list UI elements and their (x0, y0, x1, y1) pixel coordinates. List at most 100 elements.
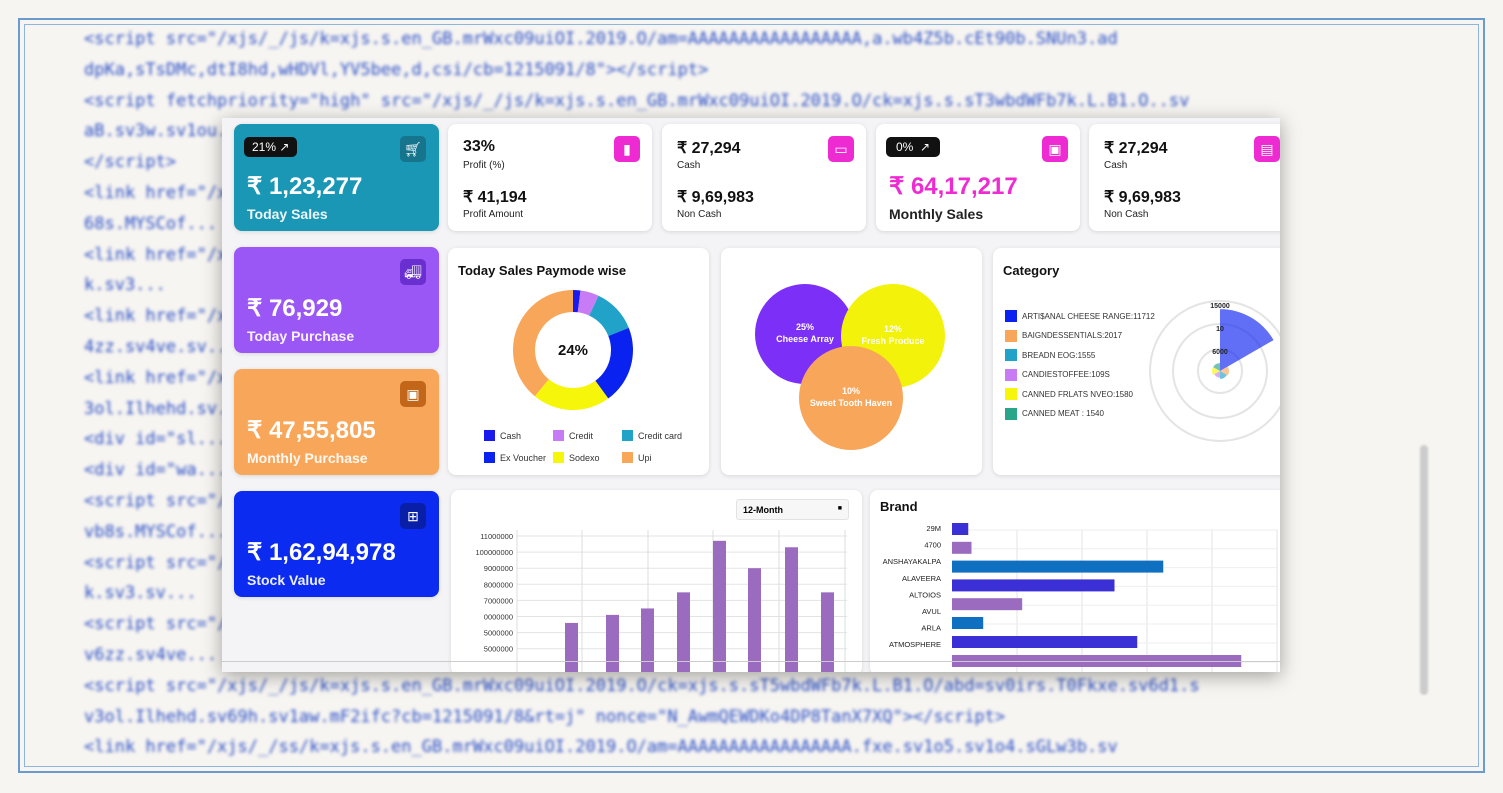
today-purchase-card[interactable]: 🚚︎ ₹ 76,929 Today Purchase (234, 247, 439, 353)
inner-frame (24, 24, 1479, 767)
paymode-chart-card: Today Sales Paymode wise 24% Cash Credit C… (448, 248, 709, 475)
legend-item: Credit card (622, 430, 682, 441)
growth-badge: 21% ↗ (244, 137, 298, 157)
donut-center-label: 24% (558, 342, 588, 359)
legend-swatch (484, 430, 495, 441)
period-select-value: 12-Month (743, 505, 783, 515)
category-title: Category (1003, 263, 1060, 278)
polar-segment (1212, 367, 1220, 375)
warehouse-icon: ⊞ (400, 503, 426, 529)
category-venn-card: 25% Cheese Array 12% Fresh Produce 10% Sweet … (721, 248, 982, 475)
code-line: </script> (84, 152, 177, 173)
monthly-purchase-value: ₹ 47,55,805 (247, 417, 376, 444)
legend-item: Cash (484, 430, 521, 441)
stock-value: ₹ 1,62,94,978 (247, 539, 396, 566)
donut-slice-upi (513, 290, 573, 397)
donut-slice-credit-card (589, 295, 629, 337)
monthly-bar-card: 11000000 100000000 9000000 8000000 7000000 00… (451, 490, 862, 672)
monthly-purchase-label: Monthly Purchase (247, 450, 368, 466)
dropdown-icon: ■ (837, 505, 842, 512)
month-bar (748, 568, 761, 672)
code-line: 3ol.Ilhehd.sv... (84, 398, 248, 419)
legend-swatch (622, 430, 633, 441)
venn-name: Sweet Tooth Haven (810, 398, 892, 408)
donut-slice-ex-voucher (595, 327, 633, 399)
y-tick-label: 100000000 (475, 548, 513, 557)
cash-value: ₹ 27,294 (677, 140, 741, 157)
monthly-purchase-card[interactable]: ▣ ₹ 47,55,805 Monthly Purchase (234, 369, 439, 475)
calendar-icon: ▣ (400, 381, 426, 407)
code-line: <div id="sl... (84, 429, 228, 450)
brand-card: Brand 29M 4700 ANSHAYAKALPA ALAVEERA ALTOIOS… (870, 490, 1280, 672)
profit-amount-label: Profit Amount (463, 209, 524, 220)
code-line: v6zz.sv4ve... (84, 644, 218, 665)
legend-item: Credit (553, 430, 593, 441)
y-tick-label: 5000000 (484, 629, 513, 638)
monthly-sales-value: ₹ 64,17,217 (889, 173, 1018, 200)
brand-bar (952, 541, 972, 554)
profit-card[interactable]: 33% Profit (%) ₹ 41,194 Profit Amount ▮ (448, 124, 652, 231)
venn-chart: 25% Cheese Array 12% Fresh Produce 10% Sweet … (755, 284, 945, 450)
monthly-sales-label: Monthly Sales (889, 206, 984, 222)
legend-swatch (1005, 349, 1017, 361)
brand-label: 4700 (924, 541, 941, 550)
legend-label: CANNED FRLATS NVEO:1580 (1022, 389, 1133, 399)
y-tick-label: 9000000 (484, 564, 513, 573)
non-cash-label: Non Cash (677, 209, 722, 220)
legend-label: Credit (569, 430, 594, 441)
polar-segment (1220, 371, 1227, 379)
today-purchase-label: Today Purchase (247, 328, 355, 344)
cash-card[interactable]: ₹ 27,294 Cash ₹ 9,69,983 Non Cash ▭ (662, 124, 866, 231)
scrollbar[interactable] (1420, 445, 1428, 695)
period-select[interactable]: 12-Month ■ (736, 499, 849, 520)
stock-value-card[interactable]: ⊞ ₹ 1,62,94,978 Stock Value (234, 491, 439, 597)
today-purchase-value: ₹ 76,929 (247, 295, 343, 322)
cash-card-2[interactable]: ₹ 27,294 Cash ₹ 9,69,983 Non Cash ▤ (1089, 124, 1280, 231)
code-line: <div id="wa... (84, 460, 228, 481)
legend-swatch (1005, 388, 1017, 400)
donut-slice-sodexo (534, 379, 609, 410)
legend-label: BREADN EOG:1555 (1022, 350, 1096, 360)
today-sales-value: ₹ 1,23,277 (247, 173, 363, 200)
code-line: <script fetchpriority="high" src="/xjs/_… (84, 90, 1190, 111)
profit-percent: 33% (463, 138, 496, 155)
month-bar (713, 540, 726, 672)
bar-chart-icon: ▮ (614, 136, 640, 162)
legend-swatch (622, 452, 633, 463)
category-legend-item: BREADN EOG:1555 (1005, 349, 1095, 361)
legend-item: Ex Voucher (484, 452, 546, 463)
y-tick-label: 5000000 (484, 645, 513, 654)
monthly-sales-card[interactable]: 0% ↗ ▣ ₹ 64,17,217 Monthly Sales (876, 124, 1080, 231)
brand-label: 29M (926, 524, 941, 533)
legend-item: Upi (622, 452, 652, 463)
brand-bar (952, 617, 984, 629)
code-line: dpKa,sTsDMc,dtI8hd,wHDVl,YV5bee,d,csi/cb… (84, 59, 709, 80)
legend-swatch (1005, 310, 1017, 322)
cash-label: Cash (677, 160, 701, 171)
category-legend-item: ARTI$ANAL CHEESE RANGE:11712 (1005, 310, 1155, 322)
calendar-icon: ▣ (1042, 136, 1068, 162)
venn-name: Cheese Array (776, 334, 834, 344)
venn-circle-2 (799, 346, 903, 450)
category-legend-item: CANNED FRLATS NVEO:1580 (1005, 388, 1133, 400)
legend-swatch (484, 452, 495, 463)
legend-label: Cash (500, 430, 522, 441)
brand-bar (952, 560, 1164, 573)
today-sales-card[interactable]: 21% ↗ 🛒︎ ₹ 1,23,277 Today Sales (234, 124, 439, 231)
legend-label: Ex Voucher (500, 452, 547, 463)
truck-icon: 🚚︎ (400, 259, 426, 285)
brand-title: Brand (880, 499, 918, 514)
polar-segment (1214, 371, 1220, 378)
month-bar (641, 608, 654, 672)
brand-label: ATMOSPHERE (889, 640, 941, 649)
month-bar (677, 592, 690, 672)
y-tick-label: 8000000 (484, 580, 513, 589)
brand-bar (952, 598, 1023, 611)
venn-name: Fresh Produce (861, 336, 924, 346)
brand-label: ANSHAYAKALPA (883, 557, 941, 566)
donut-slice-cash (573, 290, 581, 313)
profit-percent-label: Profit (%) (463, 160, 505, 171)
donut-slice-credit (577, 290, 599, 316)
brand-bar (952, 579, 1115, 592)
code-line: vb8s.MYSCof... (84, 521, 228, 542)
